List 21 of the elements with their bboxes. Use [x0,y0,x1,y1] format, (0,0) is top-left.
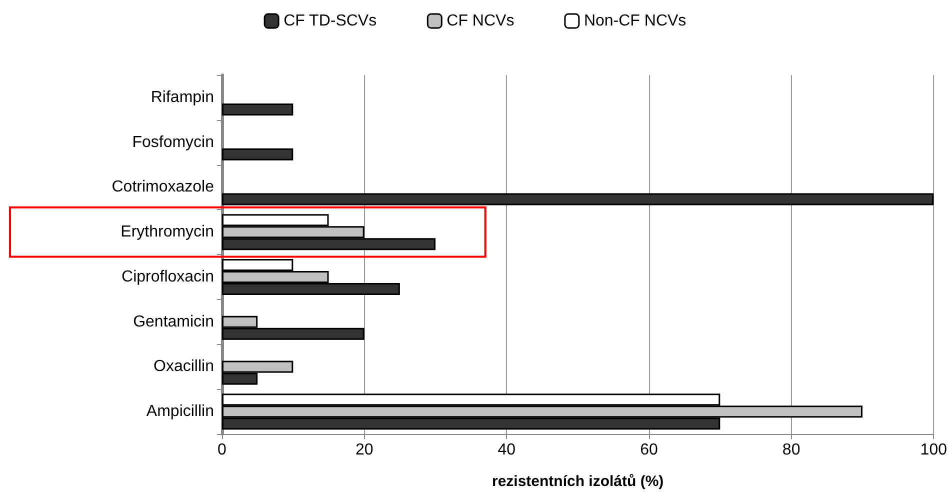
bar [222,103,294,116]
y-tick-label: Rifampin [150,88,214,106]
y-tick-label: Gentamicin [133,313,214,330]
y-tick-label: Ciprofloxacin [122,268,214,286]
x-tick-label: 0 [218,442,227,458]
y-tick-label: Ampicillin [146,403,214,420]
x-tick-label: 80 [782,442,800,458]
x-axis-title: rezistentních izolátů (%) [492,473,664,490]
legend-label: Non-CF NCVs [584,12,686,30]
legend-label: CF NCVs [446,12,514,30]
x-tick-label: 40 [498,442,516,458]
bar [222,193,934,206]
x-tick-label: 20 [355,442,374,458]
legend-label: CF TD-SCVs [284,12,377,30]
y-tick-label: Erythromycin [120,224,214,241]
x-tick-label: 100 [920,442,948,458]
y-tick-label: Oxacillin [154,358,214,376]
bar [222,148,294,160]
x-tick-label: 60 [640,442,658,458]
y-tick-label: Cotrimoxazole [112,178,214,196]
y-tick-label: Fosfomycin [132,134,214,151]
